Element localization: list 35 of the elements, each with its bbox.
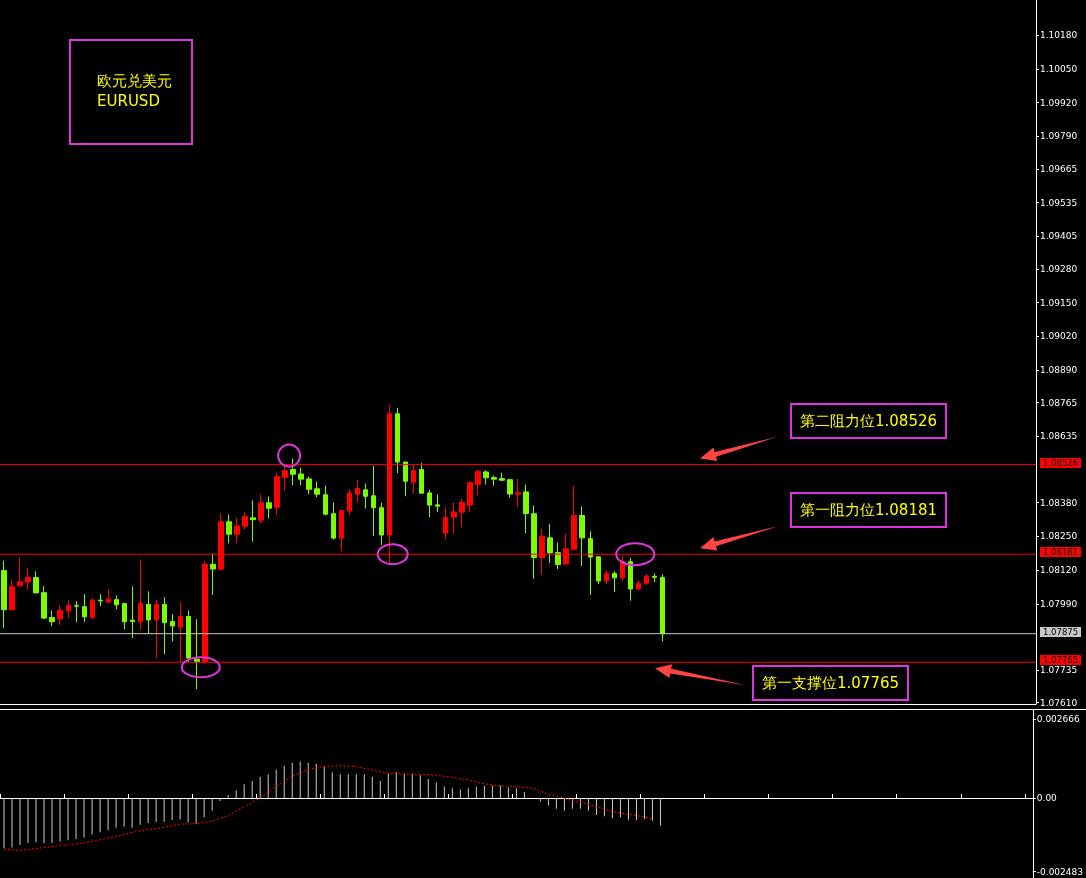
ref-line-label: 1.07765 <box>1040 655 1082 666</box>
y-tick-label: -0.002483 <box>1036 866 1084 877</box>
annotation: EURUSD <box>97 91 161 111</box>
text-box: 欧元兑美元 EURUSD <box>69 39 193 145</box>
text-box: 第一阻力位1.08181 <box>790 492 948 529</box>
ref-line-label: 1.08181 <box>1040 547 1082 558</box>
y-tick-label: 1.08380 <box>1040 497 1078 508</box>
annotation: 欧元兑美元 <box>97 71 173 91</box>
y-tick-label: 1.09150 <box>1040 297 1078 308</box>
y-tick-label: 1.09280 <box>1040 263 1078 274</box>
y-tick-label: 0.002666 <box>1036 714 1081 725</box>
y-tick-label: 1.09665 <box>1040 163 1078 174</box>
y-tick-label: 1.09920 <box>1040 97 1078 108</box>
y-tick-label: 1.09535 <box>1040 197 1078 208</box>
y-tick-label: 1.08890 <box>1040 365 1078 376</box>
annotation: 第一支撑位1.07765 <box>762 673 900 694</box>
y-tick-label: 1.10050 <box>1040 63 1078 74</box>
y-tick-label: 1.09790 <box>1040 131 1078 142</box>
y-tick-label: 1.10180 <box>1040 30 1078 41</box>
y-tick-label: 1.08120 <box>1040 565 1078 576</box>
text-box: 第二阻力位1.08526 <box>790 402 948 439</box>
y-tick-label: 1.08765 <box>1040 397 1078 408</box>
y-tick-label: 1.09405 <box>1040 231 1078 242</box>
annotation: 第一阻力位1.08181 <box>800 500 938 521</box>
text-box: 第一支撑位1.07765 <box>752 665 910 702</box>
y-tick-label: 1.08250 <box>1040 531 1078 542</box>
y-tick-label: 1.07610 <box>1040 697 1078 708</box>
y-tick-label: 1.09020 <box>1040 331 1078 342</box>
y-tick-label: 1.07735 <box>1040 665 1078 676</box>
ref-line-label: 1.08526 <box>1040 457 1082 468</box>
ref-line-label: 1.07875 <box>1040 626 1082 637</box>
y-tick-label: 1.07990 <box>1040 598 1078 609</box>
y-tick-label: 1.08635 <box>1040 431 1078 442</box>
annotation: 第二阻力位1.08526 <box>800 410 938 431</box>
y-tick-label: 0.00 <box>1036 793 1058 803</box>
